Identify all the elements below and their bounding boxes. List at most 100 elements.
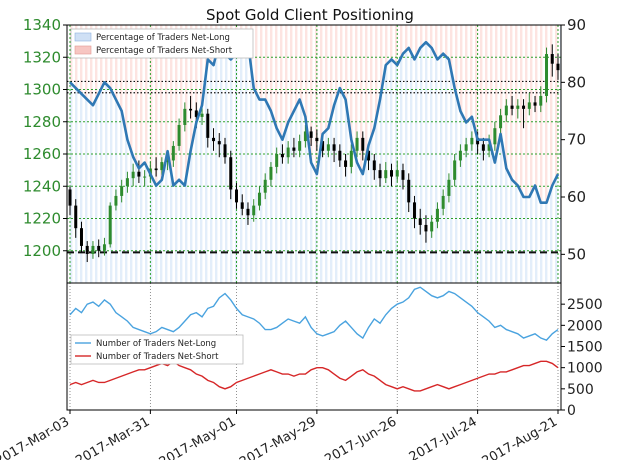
candle-body xyxy=(539,95,543,106)
candle-body xyxy=(361,137,365,151)
candle-body xyxy=(510,105,514,109)
candle-body xyxy=(533,102,537,106)
candle-body xyxy=(395,170,399,177)
price-panel: 1200 1220 1240 1260 1280 1300 1320 1340 50 60 70 8… xyxy=(23,16,586,284)
candle-body xyxy=(378,170,382,179)
candle-body xyxy=(257,192,261,206)
candle-body xyxy=(550,54,554,64)
legend-swatch-net-short-percent xyxy=(74,45,92,55)
candle-body xyxy=(545,54,549,96)
legend-label-net-short-percent: Percentage of Traders Net-Short xyxy=(96,46,233,56)
candle-body xyxy=(171,145,175,161)
date-tick-label: 2017-Jun-26 xyxy=(322,414,399,460)
date-tick-label: 2017-Mar-03 xyxy=(0,414,72,460)
candle-body xyxy=(390,170,394,177)
candle-body xyxy=(263,179,267,193)
candle-body xyxy=(125,178,129,187)
percent-tick-label: 80 xyxy=(567,73,586,91)
candle-body xyxy=(464,144,468,151)
price-tick-label: 1240 xyxy=(23,177,61,195)
candle-body xyxy=(108,205,112,245)
trader-count-panel: 0 500 1000 1500 2000 2500 2017-Mar-03 2017-Mar… xyxy=(0,282,603,460)
candle-body xyxy=(303,131,307,142)
candle-body xyxy=(412,202,416,219)
candle-body xyxy=(91,245,95,254)
candle-body xyxy=(74,205,78,229)
candle-body xyxy=(321,141,325,151)
candle-body xyxy=(137,171,141,177)
count-tick-label: 1500 xyxy=(567,340,603,356)
candle-body xyxy=(120,186,124,196)
candle-body xyxy=(183,108,187,125)
candle-body xyxy=(154,168,158,171)
candle-body xyxy=(424,224,428,232)
candle-body xyxy=(338,150,342,161)
candle-body xyxy=(189,108,193,111)
candle-body xyxy=(349,150,353,167)
candle-body xyxy=(234,189,238,203)
candle-body xyxy=(556,63,560,71)
series-line-net-short-count xyxy=(69,360,559,392)
candle-body xyxy=(504,105,508,116)
candle-body xyxy=(476,137,480,145)
candle-body xyxy=(430,221,434,232)
percent-tick-label: 70 xyxy=(567,131,586,149)
candle-body xyxy=(522,105,526,109)
candle-body xyxy=(367,150,371,161)
candle-body xyxy=(447,179,451,196)
candle-body xyxy=(200,113,204,117)
candle-body xyxy=(240,202,244,209)
candle-body xyxy=(223,144,227,158)
date-tick-label: 2017-Jul-24 xyxy=(407,414,480,460)
series-line-net-long-percent xyxy=(69,40,560,205)
price-tick-label: 1280 xyxy=(23,113,61,131)
candle-body xyxy=(401,170,405,180)
legend-swatch-net-long-percent xyxy=(74,32,92,42)
date-tick-label: 2017-May-29 xyxy=(237,414,319,460)
series-line-net-long-count xyxy=(69,286,559,341)
price-tick-label: 1340 xyxy=(23,16,61,34)
candle-body xyxy=(97,245,101,251)
candle-body xyxy=(166,160,170,163)
count-tick-label: 500 xyxy=(567,382,594,398)
candle-body xyxy=(499,115,503,129)
percent-tick-label: 60 xyxy=(567,188,586,206)
candle-body xyxy=(252,205,256,216)
price-tick-label: 1220 xyxy=(23,210,61,228)
candle-body xyxy=(286,147,290,158)
candle-body xyxy=(470,137,474,145)
candle-body xyxy=(246,208,250,216)
candle-body xyxy=(131,171,135,179)
legend-bottom: Number of Traders Net-Long Number of Tra… xyxy=(70,334,244,365)
candle-body xyxy=(384,170,388,179)
percent-tick-label: 50 xyxy=(567,245,586,263)
candle-body xyxy=(326,144,330,151)
candle-body xyxy=(114,195,118,206)
percent-tick-label: 90 xyxy=(567,16,586,34)
price-tick-label: 1320 xyxy=(23,48,61,66)
candle-body xyxy=(527,102,531,109)
date-tick-label: 2017-May-01 xyxy=(157,414,239,460)
price-tick-label: 1260 xyxy=(23,145,61,163)
candle-body xyxy=(229,157,233,190)
candle-body xyxy=(481,144,485,151)
candle-body xyxy=(516,105,520,109)
candle-body xyxy=(344,160,348,167)
candle-body xyxy=(407,179,411,203)
candle-body xyxy=(160,162,164,171)
candle-body xyxy=(102,244,106,251)
candle-body xyxy=(85,245,89,254)
net-short-area xyxy=(70,25,558,203)
candle-body xyxy=(493,128,497,145)
candle-body xyxy=(206,113,210,138)
candle-body xyxy=(315,137,319,142)
candle-body xyxy=(275,154,279,167)
candle-body xyxy=(332,144,336,151)
candle-body xyxy=(487,144,491,151)
price-tick-label: 1300 xyxy=(23,81,61,99)
candle-body xyxy=(441,195,445,209)
candle-body xyxy=(280,154,284,158)
candle-body xyxy=(298,141,302,151)
legend-label-net-short-count: Number of Traders Net-Short xyxy=(96,352,219,362)
